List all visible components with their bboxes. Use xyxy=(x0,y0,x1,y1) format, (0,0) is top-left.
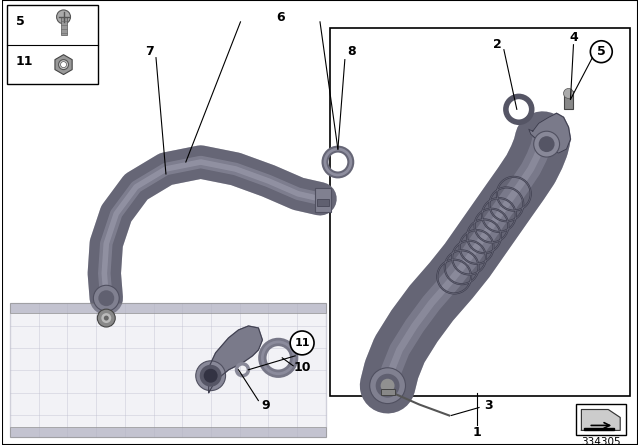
Bar xyxy=(10,427,326,437)
Circle shape xyxy=(61,62,67,68)
Circle shape xyxy=(376,374,399,397)
Text: 334305: 334305 xyxy=(582,437,621,448)
Text: 1: 1 xyxy=(473,426,481,439)
Text: 8: 8 xyxy=(348,45,356,58)
Polygon shape xyxy=(209,326,262,392)
Circle shape xyxy=(290,331,314,355)
Bar xyxy=(564,91,573,109)
Circle shape xyxy=(564,88,573,99)
Text: 5: 5 xyxy=(16,15,24,28)
Bar xyxy=(10,303,326,313)
Circle shape xyxy=(59,60,68,69)
Circle shape xyxy=(200,365,221,387)
Circle shape xyxy=(56,10,70,24)
Polygon shape xyxy=(209,326,262,392)
Circle shape xyxy=(101,313,111,323)
Circle shape xyxy=(381,379,394,392)
Circle shape xyxy=(93,285,119,311)
Circle shape xyxy=(99,290,115,306)
Text: 11: 11 xyxy=(16,55,33,68)
Polygon shape xyxy=(529,113,570,153)
Polygon shape xyxy=(55,55,72,74)
Bar xyxy=(381,389,394,395)
Circle shape xyxy=(590,41,612,63)
Circle shape xyxy=(370,368,406,404)
Bar xyxy=(61,17,67,35)
Text: 9: 9 xyxy=(261,399,269,412)
Circle shape xyxy=(104,315,109,321)
Circle shape xyxy=(534,131,559,157)
Text: 3: 3 xyxy=(484,399,493,412)
Polygon shape xyxy=(584,428,614,431)
Bar xyxy=(577,404,626,435)
Bar xyxy=(330,28,630,396)
Text: 7: 7 xyxy=(145,45,154,58)
Text: 4: 4 xyxy=(569,31,578,44)
Bar xyxy=(317,199,329,206)
Text: 2: 2 xyxy=(493,38,501,51)
Circle shape xyxy=(204,369,218,383)
Text: 10: 10 xyxy=(293,361,311,374)
Text: 6: 6 xyxy=(276,11,285,24)
Polygon shape xyxy=(529,113,570,153)
Circle shape xyxy=(539,136,555,152)
Bar xyxy=(315,188,331,212)
Bar xyxy=(7,5,99,85)
Polygon shape xyxy=(581,409,620,431)
Circle shape xyxy=(97,309,115,327)
Bar xyxy=(10,303,326,437)
Circle shape xyxy=(196,361,225,391)
Text: 11: 11 xyxy=(294,338,310,348)
Text: 5: 5 xyxy=(597,45,605,58)
